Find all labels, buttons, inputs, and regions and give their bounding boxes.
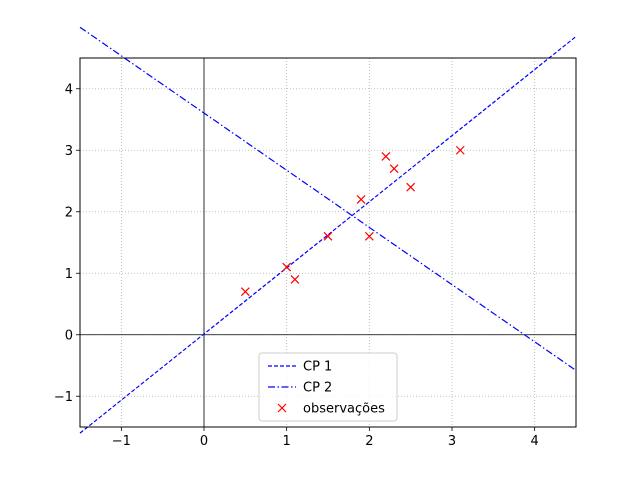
legend-label: CP 1	[303, 360, 332, 375]
observation-point	[455, 145, 465, 155]
x-marker	[406, 182, 416, 192]
y-tick-label: 2	[65, 205, 73, 220]
legend-label: observações	[303, 402, 385, 417]
x-marker	[381, 151, 391, 161]
y-tick-label: 3	[65, 144, 73, 159]
observation-point	[240, 287, 250, 297]
legend-box	[258, 352, 398, 422]
legend-item: CP 2	[268, 381, 332, 396]
x-tick-label: 3	[448, 434, 456, 449]
legend-swatch-marker	[277, 403, 287, 413]
observation-point	[282, 262, 292, 272]
x-tick-label: −1	[112, 434, 131, 449]
series-line-1	[79, 36, 577, 434]
x-tick-label: 4	[531, 434, 539, 449]
y-tick-label: 4	[65, 82, 73, 97]
x-marker	[282, 262, 292, 272]
x-marker	[389, 164, 399, 174]
legend-item: observações	[277, 402, 385, 417]
y-tick-label: 0	[65, 328, 73, 343]
observation-point	[381, 151, 391, 161]
x-marker	[290, 274, 300, 284]
observation-point	[364, 231, 374, 241]
x-marker	[356, 195, 366, 204]
plot-frame	[79, 57, 577, 428]
x-tick-label: 2	[365, 434, 373, 449]
observation-point	[389, 164, 399, 174]
observation-markers	[240, 145, 465, 297]
y-tick-label: 1	[65, 267, 73, 282]
x-marker	[323, 231, 333, 241]
series-lines	[79, 26, 577, 434]
legend-item: CP 1	[268, 360, 332, 375]
x-tick-label: 0	[200, 434, 208, 449]
x-marker	[364, 231, 374, 241]
observation-point	[323, 231, 333, 241]
legend-label: CP 2	[303, 381, 332, 396]
origin-axes	[80, 58, 576, 427]
observation-point	[356, 195, 366, 204]
ticks: −1 0 1 2 3 4 −1 0 1 2 3 4	[54, 82, 539, 449]
x-marker	[455, 145, 465, 155]
observation-point	[406, 182, 416, 192]
legend: CP 1 CP 2 observações	[258, 352, 398, 422]
y-tick-label: −1	[54, 390, 73, 405]
series-line-2	[79, 26, 577, 371]
x-tick-label: 1	[283, 434, 291, 449]
x-marker	[240, 287, 250, 297]
observation-point	[290, 274, 300, 284]
